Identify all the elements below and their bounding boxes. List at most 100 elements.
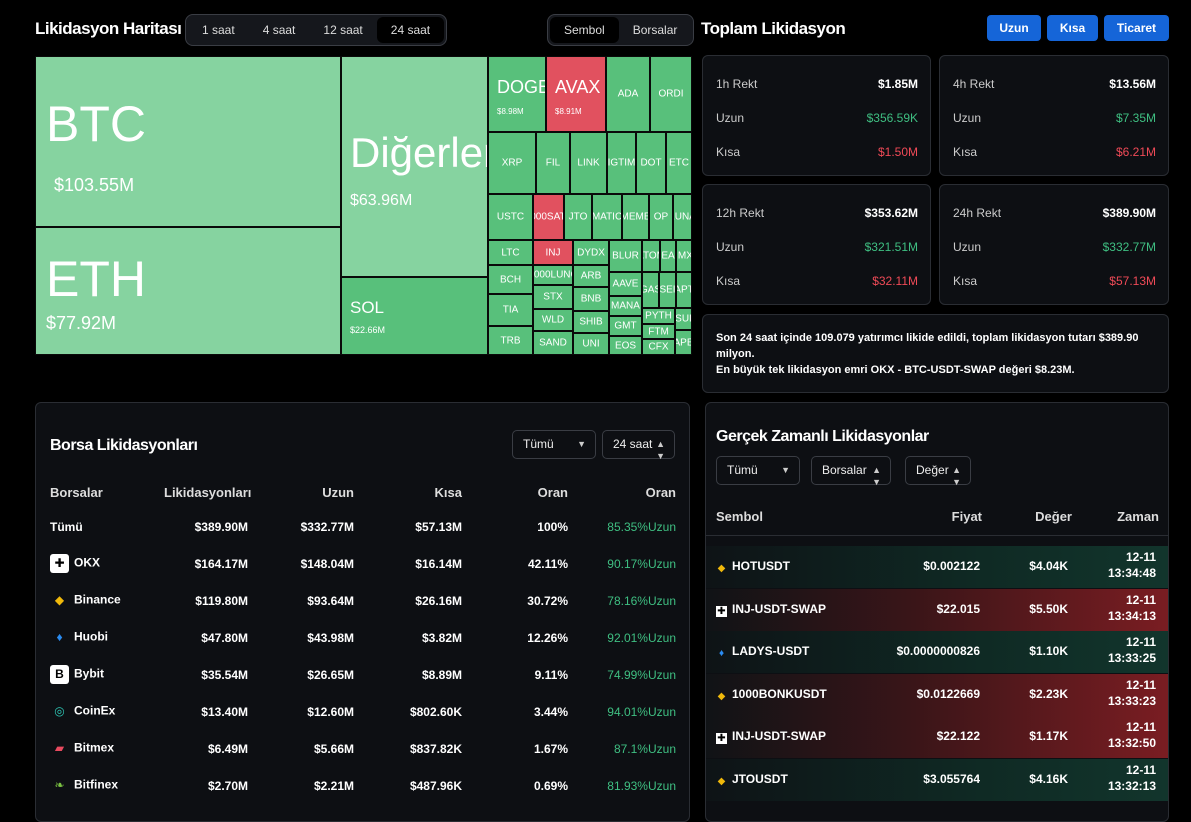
exchange-name: ▰ Bitmex: [50, 739, 114, 758]
treemap-tile-matic[interactable]: MATIC: [592, 194, 622, 240]
treemap-tile-eth[interactable]: ETH $77.92M: [35, 227, 341, 355]
treemap-tile-btc[interactable]: BTC $103.55M: [35, 56, 341, 227]
treemap-tile-dot[interactable]: DOT: [636, 132, 666, 194]
realtime-row[interactable]: ✚ INJ-USDT-SWAP $22.122 $1.17K 12-11 13:32:50: [706, 716, 1168, 758]
treemap-tile-bch[interactable]: BCH: [488, 265, 533, 294]
treemap-tile-apt[interactable]: APT: [676, 272, 692, 308]
date: 12-11: [1125, 677, 1156, 692]
exchange-name: ◎ CoinEx: [50, 702, 115, 721]
treemap-tile-tia[interactable]: TIA: [488, 294, 533, 326]
table-row[interactable]: ♦ Huobi $47.80M $43.98M $3.82M 12.26% 92.01%Uz…: [36, 620, 689, 656]
short-value: $3.82M: [421, 631, 462, 645]
treemap-tile-etc[interactable]: ETC: [666, 132, 692, 194]
exchange-filter-dropdown[interactable]: Tümü ▼: [512, 430, 596, 459]
table-row[interactable]: B Bybit $35.54M $26.65M $8.89M 9.11% 74.99%Uzu…: [36, 657, 689, 693]
tab-symbol[interactable]: Sembol: [550, 17, 619, 43]
treemap-tile-sol[interactable]: SOL $22.66M: [341, 277, 488, 355]
treemap-tile-ape[interactable]: APE: [675, 330, 692, 355]
treemap-tile-fil[interactable]: FIL: [536, 132, 570, 194]
treemap-tile-1000lunc[interactable]: 1000LUNC: [533, 265, 573, 285]
realtime-row[interactable]: ◆ 1000BONKUSDT $0.0122669 $2.23K 12-11 13:33:…: [706, 673, 1168, 716]
treemap-tile-doge[interactable]: DOGE $8.98M: [488, 56, 546, 132]
treemap-tile-atom[interactable]: ATOM: [642, 240, 660, 272]
tile-symbol: CFX: [648, 341, 669, 353]
treemap-tile-ustc[interactable]: USTC: [488, 194, 533, 240]
table-row[interactable]: Tümü $389.90M $332.77M $57.13M 100% 85.35%Uzu…: [36, 509, 689, 545]
tab-exchanges[interactable]: Borsalar: [632, 23, 678, 37]
trade-button[interactable]: Ticaret: [1104, 15, 1169, 41]
treemap-tile-stx[interactable]: STX: [533, 285, 573, 309]
treemap-tile-pyth[interactable]: PYTH: [642, 308, 675, 324]
card-short: $6.21M: [1115, 145, 1156, 159]
treemap-tile-avax[interactable]: AVAX $8.91M: [546, 56, 606, 132]
treemap-tile-sui[interactable]: SUI: [675, 308, 692, 330]
treemap-tile-diğerleri[interactable]: Diğerleri $63.96M: [341, 56, 488, 277]
liquidation-total: $389.90M: [194, 520, 248, 534]
tile-symbol: BLUR: [612, 250, 639, 262]
treemap-tile-bigtime[interactable]: BIGTIME: [607, 132, 636, 194]
exchange-label: CoinEx: [74, 703, 116, 718]
table-row[interactable]: ❧ Bitfinex $2.70M $2.21M $487.96K 0.69% 81.93%…: [36, 768, 689, 804]
col-long-ratio: Oran: [645, 485, 676, 500]
tab-1h[interactable]: 1 saat: [202, 23, 235, 37]
long-button[interactable]: Uzun: [987, 15, 1041, 41]
treemap-tile-ltc[interactable]: LTC: [488, 240, 533, 265]
treemap-tile-xrp[interactable]: XRP: [488, 132, 536, 194]
treemap-tile-uni[interactable]: UNI: [573, 333, 609, 355]
binance-icon: ◆: [717, 775, 726, 787]
tile-symbol: DYDX: [577, 247, 605, 258]
treemap-tile-wld[interactable]: WLD: [533, 309, 573, 331]
treemap-tile-shib[interactable]: SHIB: [573, 311, 609, 333]
treemap-tile-sand[interactable]: SAND: [533, 331, 573, 355]
realtime-row[interactable]: ◆ JTOUSDT $3.055764 $4.16K 12-11 13:32:13: [706, 758, 1168, 801]
realtime-exchange-dropdown[interactable]: Borsalar ▲ ▼: [811, 456, 891, 487]
treemap-tile-cfx[interactable]: CFX: [642, 339, 675, 355]
treemap-tile-ada[interactable]: ADA: [606, 56, 650, 132]
treemap-tile-aave[interactable]: AAVE: [609, 272, 642, 296]
table-row[interactable]: ✚ OKX $164.17M $148.04M $16.14M 42.11% 90.17%U…: [36, 546, 689, 582]
table-row[interactable]: ◆ Binance $119.80M $93.64M $26.16M 30.72% 78.1…: [36, 583, 689, 619]
table-row[interactable]: ▰ Bitmex $6.49M $5.66M $837.82K 1.67% 87.1%Uzu…: [36, 731, 689, 767]
tab-12h[interactable]: 12 saat: [323, 23, 363, 37]
treemap-tile-blur[interactable]: BLUR: [609, 240, 642, 272]
treemap-tile-ordi[interactable]: ORDI: [650, 56, 692, 132]
okx-icon: ✚: [50, 554, 69, 573]
treemap-tile-gas[interactable]: GAS: [642, 272, 659, 308]
card-long: $321.51M: [864, 240, 918, 254]
realtime-row[interactable]: ◆ HOTUSDT $0.002122 $4.04K 12-11 13:34:48: [706, 546, 1168, 588]
treemap-tile-imx[interactable]: IMX: [676, 240, 692, 272]
treemap-tile-mana[interactable]: MANA: [609, 296, 642, 316]
realtime-value-dropdown[interactable]: Değer ▲ ▼: [905, 456, 971, 487]
treemap-tile-jto[interactable]: JTO: [564, 194, 592, 240]
tab-24h[interactable]: 24 saat: [376, 17, 445, 43]
treemap-tile-arb[interactable]: ARB: [573, 265, 609, 287]
tab-4h[interactable]: 4 saat: [262, 23, 296, 37]
treemap-tile-sei[interactable]: SEI: [659, 272, 676, 308]
timeframe-selector: 1 saat 4 saat 12 saat 24 saat: [185, 14, 448, 46]
treemap-tile-1000sats[interactable]: 1000SATS: [533, 194, 564, 240]
card-label: 4h Rekt: [953, 77, 995, 91]
treemap-tile-meme[interactable]: MEME: [622, 194, 649, 240]
short-button[interactable]: Kısa: [1047, 15, 1098, 41]
treemap-tile-gmt[interactable]: GMT: [609, 316, 642, 336]
realtime-row[interactable]: ♦ LADYS-USDT $0.0000000826 $1.10K 12-11 13:33…: [706, 631, 1168, 673]
table-row[interactable]: ◎ CoinEx $13.40M $12.60M $802.60K 3.44% 94.01%…: [36, 694, 689, 730]
realtime-filter-dropdown[interactable]: Tümü ▼: [716, 456, 800, 485]
treemap-tile-ftm[interactable]: FTM: [642, 324, 675, 339]
treemap-tile-eos[interactable]: EOS: [609, 336, 642, 355]
treemap-tile-link[interactable]: LINK: [570, 132, 607, 194]
treemap-tile-near[interactable]: NEAR: [660, 240, 676, 272]
long-value: $43.98M: [307, 631, 354, 645]
treemap-tile-inj[interactable]: INJ: [533, 240, 573, 265]
tile-symbol: USTC: [496, 211, 525, 223]
tile-value: $63.96M: [350, 192, 413, 209]
treemap-tile-bnb[interactable]: BNB: [573, 287, 609, 311]
treemap-tile-trb[interactable]: TRB: [488, 326, 533, 355]
realtime-row[interactable]: ✚ INJ-USDT-SWAP $22.015 $5.50K 12-11 13:34:13: [706, 588, 1168, 631]
treemap-tile-op[interactable]: OP: [649, 194, 673, 240]
tile-symbol: APE: [676, 337, 691, 348]
period-dropdown[interactable]: 24 saat ▲ ▼: [602, 430, 675, 461]
treemap-tile-dydx[interactable]: DYDX: [573, 240, 609, 265]
tile-symbol: MEME: [622, 211, 649, 223]
